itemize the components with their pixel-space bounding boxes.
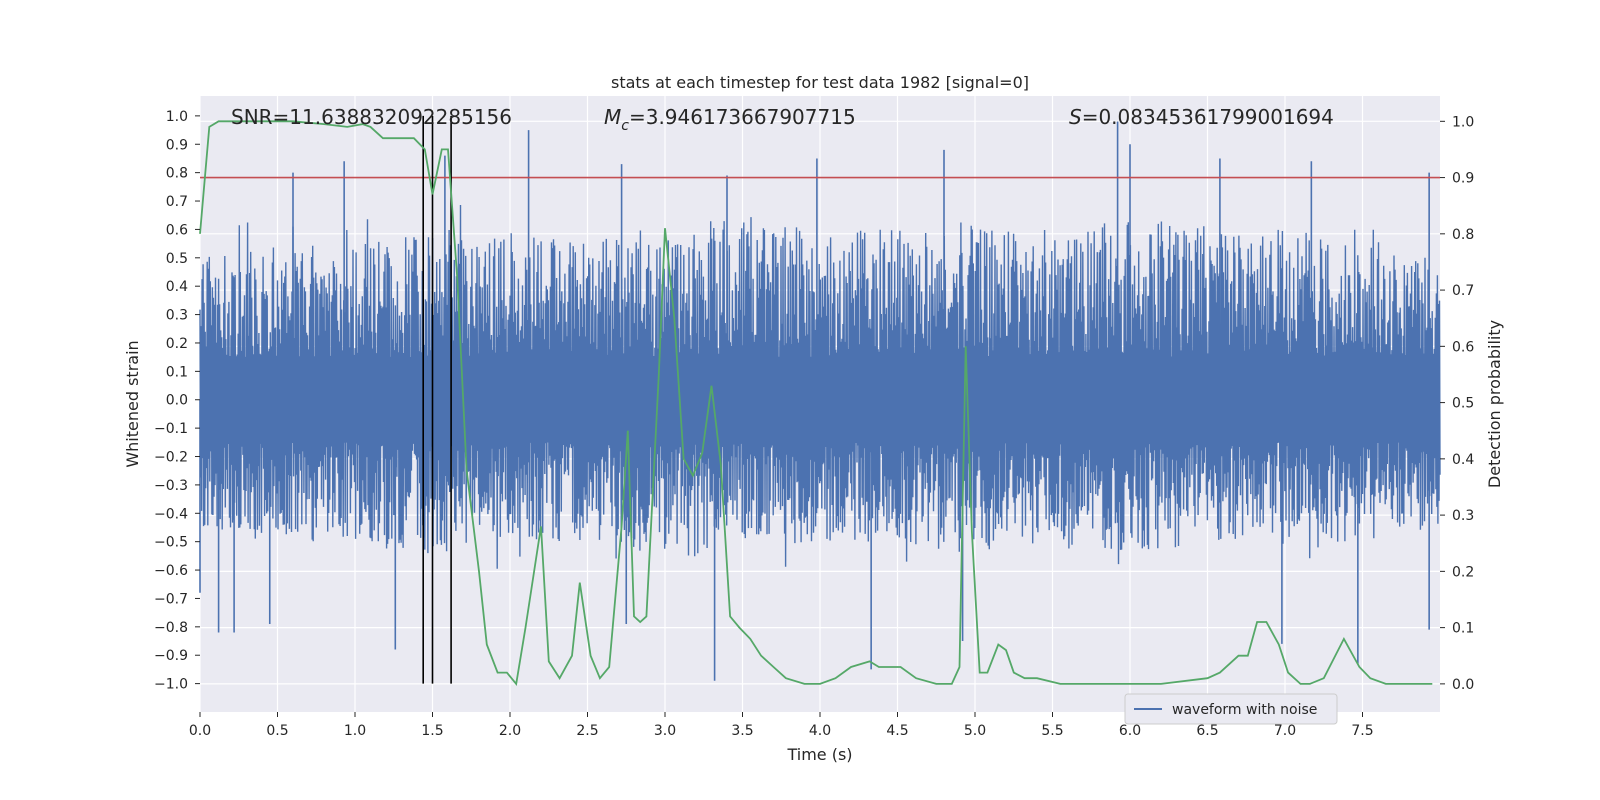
- y-tick-label-left: −0.1: [154, 421, 188, 437]
- y-tick-label-left: 0.2: [166, 336, 188, 352]
- x-tick-label: 4.5: [886, 723, 908, 739]
- y-tick-label-right: 0.4: [1452, 452, 1474, 468]
- y-tick-label-right: 0.8: [1452, 227, 1474, 243]
- y-tick-label-left: −0.4: [154, 506, 188, 522]
- overlay-lines: [199, 115, 1440, 687]
- y-tick-label-right: 0.0: [1452, 677, 1474, 693]
- y-tick-label-left: −0.6: [154, 563, 188, 579]
- chirp-mass-annotation: Mc=3.946173667907715: [604, 105, 856, 134]
- legend: waveform with noise: [1124, 693, 1338, 725]
- y-axis-label-left: Whitened strain: [123, 340, 142, 467]
- x-tick-label: 2.5: [576, 723, 598, 739]
- y-tick-label-left: 0.5: [166, 251, 188, 267]
- y-tick-label-left: 0.4: [166, 279, 188, 295]
- x-tick-label: 3.5: [731, 723, 753, 739]
- x-tick-label: 7.0: [1274, 723, 1296, 739]
- y-tick-label-left: 0.8: [166, 166, 188, 182]
- y-tick-label-right: 0.3: [1452, 508, 1474, 524]
- x-tick-label: 2.0: [499, 723, 521, 739]
- x-tick-label: 5.0: [964, 723, 986, 739]
- y-tick-label-left: −0.9: [154, 648, 188, 664]
- chirp-mass-value: =3.946173667907715: [629, 105, 856, 129]
- s-symbol: S: [1069, 105, 1082, 129]
- x-tick-label: 6.0: [1119, 723, 1141, 739]
- x-tick-label: 0.5: [266, 723, 288, 739]
- y-tick-label-left: −1.0: [154, 677, 188, 693]
- y-tick-label-right: 0.7: [1452, 283, 1474, 299]
- y-tick-label-left: −0.5: [154, 535, 188, 551]
- y-tick-label-left: 0.7: [166, 194, 188, 210]
- probability-line: [199, 120, 1433, 687]
- waveform-line: [199, 204, 1441, 569]
- snr-annotation: SNR=11.638832092285156: [231, 105, 512, 129]
- x-tick-label: 0.0: [189, 723, 211, 739]
- chart-title: stats at each timestep for test data 198…: [611, 73, 1029, 92]
- y-tick-label-left: 0.9: [166, 137, 188, 153]
- legend-label: waveform with noise: [1172, 702, 1317, 718]
- y-tick-label-left: −0.2: [154, 450, 188, 466]
- y-tick-label-left: 0.1: [166, 364, 188, 380]
- x-tick-label: 4.0: [809, 723, 831, 739]
- y-tick-label-right: 0.2: [1452, 564, 1474, 580]
- x-tick-label: 6.5: [1196, 723, 1218, 739]
- y-tick-label-right: 0.6: [1452, 339, 1474, 355]
- y-tick-label-left: −0.3: [154, 478, 188, 494]
- x-tick-label: 5.5: [1041, 723, 1063, 739]
- x-tick-label: 7.5: [1351, 723, 1373, 739]
- y-tick-label-right: 0.9: [1452, 171, 1474, 187]
- y-tick-label-right: 1.0: [1452, 114, 1474, 130]
- y-tick-label-right: 0.1: [1452, 621, 1474, 637]
- y-tick-label-left: −0.7: [154, 591, 188, 607]
- chirp-mass-subscript: c: [621, 118, 629, 134]
- y-axis-label-right: Detection probability: [1485, 320, 1504, 488]
- y-tick-label-left: 0.3: [166, 308, 188, 324]
- x-tick-label: 1.0: [344, 723, 366, 739]
- chirp-mass-symbol: M: [604, 105, 621, 129]
- y-tick-label-left: 0.0: [166, 393, 188, 409]
- x-axis-label: Time (s): [786, 745, 852, 764]
- axes: 0.0 0.5 1.0 1.5 2.0 2.5 3.0 3.5 4.0 4.5 5.0 5.5 6.0 6…: [154, 109, 1474, 739]
- y-tick-label-left: −0.8: [154, 620, 188, 636]
- y-tick-label-left: 0.6: [166, 222, 188, 238]
- y-tick-label-left: 1.0: [166, 109, 188, 125]
- legend-box: [1124, 693, 1338, 725]
- s-annotation: S=0.08345361799001694: [1069, 105, 1334, 129]
- x-tick-label: 3.0: [654, 723, 676, 739]
- y-tick-label-right: 0.5: [1452, 396, 1474, 412]
- s-value: =0.08345361799001694: [1082, 105, 1334, 129]
- x-tick-label: 1.5: [421, 723, 443, 739]
- waveform-series: [199, 121, 1441, 681]
